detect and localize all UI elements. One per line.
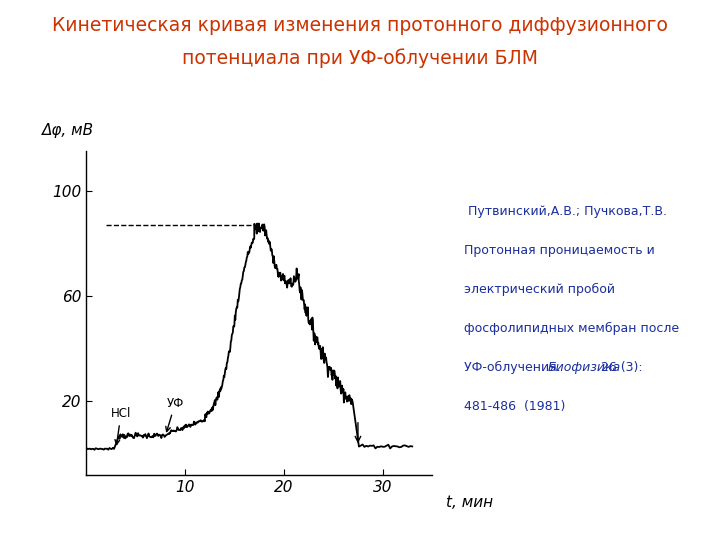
Text: t, мин: t, мин: [446, 495, 493, 510]
Text: Биофизика: Биофизика: [547, 361, 621, 374]
Text: Протонная проницаемость и: Протонная проницаемость и: [464, 244, 655, 257]
Text: Δφ, мВ: Δφ, мВ: [42, 123, 94, 138]
Text: Кинетическая кривая изменения протонного диффузионного: Кинетическая кривая изменения протонного…: [52, 16, 668, 35]
Text: Путвинский,А.В.; Пучкова,Т.В.: Путвинский,А.В.; Пучкова,Т.В.: [464, 205, 667, 218]
Text: УФ: УФ: [166, 397, 184, 431]
Text: 481-486  (1981): 481-486 (1981): [464, 400, 566, 413]
Text: УФ-облучения.: УФ-облучения.: [464, 361, 565, 374]
Text: НСl: НСl: [111, 407, 131, 444]
Text: потенциала при УФ-облучении БЛМ: потенциала при УФ-облучении БЛМ: [182, 49, 538, 68]
Text: 26 (3):: 26 (3):: [593, 361, 642, 374]
Text: электрический пробой: электрический пробой: [464, 283, 616, 296]
Text: фосфолипидных мембран после: фосфолипидных мембран после: [464, 322, 680, 335]
